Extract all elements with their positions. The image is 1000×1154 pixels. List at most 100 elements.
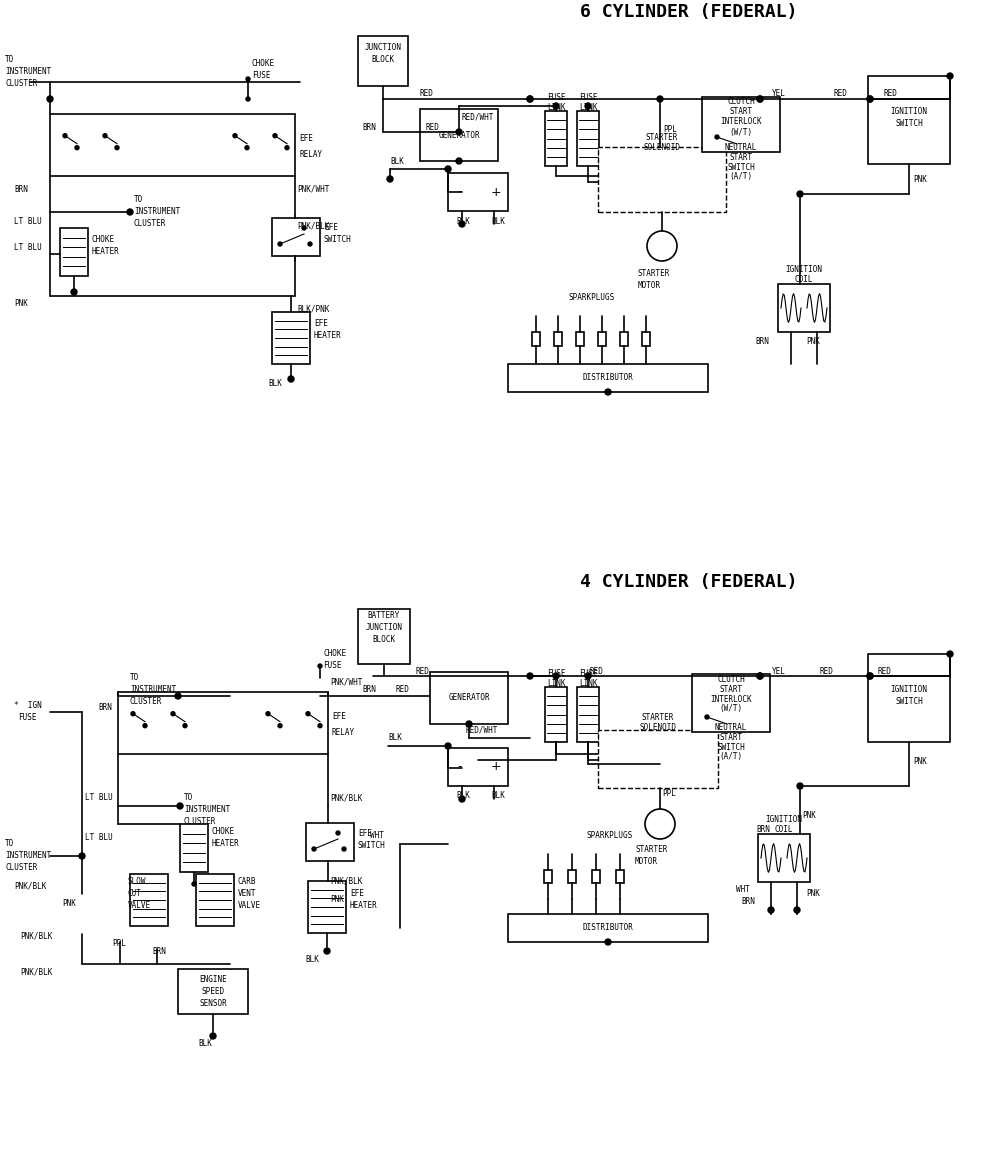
Bar bbox=[430, 672, 508, 724]
Text: IGNITION: IGNITION bbox=[766, 816, 802, 824]
Bar bbox=[868, 654, 950, 742]
Text: PNK: PNK bbox=[806, 337, 820, 346]
Circle shape bbox=[266, 712, 270, 715]
Text: BRN: BRN bbox=[756, 824, 770, 833]
Bar bbox=[577, 111, 599, 166]
Text: BRN: BRN bbox=[98, 704, 112, 712]
Text: +: + bbox=[491, 186, 501, 198]
Text: TO: TO bbox=[130, 674, 139, 682]
Text: JUNCTION: JUNCTION bbox=[366, 623, 402, 632]
Circle shape bbox=[715, 135, 719, 138]
Text: INTERLOCK: INTERLOCK bbox=[710, 695, 752, 704]
Text: EFE: EFE bbox=[324, 224, 338, 232]
Bar bbox=[577, 687, 599, 742]
Text: NEUTRAL: NEUTRAL bbox=[715, 722, 747, 732]
Circle shape bbox=[456, 158, 462, 164]
Text: NEUTRAL: NEUTRAL bbox=[725, 142, 757, 151]
Circle shape bbox=[527, 96, 533, 102]
Bar bbox=[50, 114, 295, 177]
Text: CHOKE: CHOKE bbox=[92, 234, 115, 243]
Text: RED: RED bbox=[425, 122, 439, 132]
Text: CHOKE: CHOKE bbox=[212, 827, 235, 837]
Text: SOLENOID: SOLENOID bbox=[644, 142, 680, 151]
Bar bbox=[778, 284, 830, 332]
Text: (A/T): (A/T) bbox=[729, 172, 753, 181]
Text: VALVE: VALVE bbox=[238, 901, 261, 911]
Circle shape bbox=[867, 96, 873, 102]
Text: LINK: LINK bbox=[579, 104, 597, 112]
Text: CUT: CUT bbox=[128, 890, 142, 899]
Bar bbox=[448, 173, 508, 211]
Text: (W/T): (W/T) bbox=[729, 127, 753, 136]
Circle shape bbox=[192, 882, 196, 886]
Text: HEATER: HEATER bbox=[92, 247, 120, 255]
Text: RELAY: RELAY bbox=[332, 728, 355, 736]
Circle shape bbox=[553, 103, 559, 108]
Circle shape bbox=[79, 853, 85, 859]
Text: FUSE: FUSE bbox=[18, 713, 36, 722]
Text: BLK: BLK bbox=[491, 217, 505, 225]
Circle shape bbox=[288, 376, 294, 382]
Circle shape bbox=[210, 1033, 216, 1039]
Text: SENSOR: SENSOR bbox=[199, 999, 227, 1009]
Circle shape bbox=[605, 939, 611, 945]
Text: BLK/PNK: BLK/PNK bbox=[297, 305, 329, 314]
Text: CLUTCH: CLUTCH bbox=[717, 674, 745, 683]
Text: BLK: BLK bbox=[491, 792, 505, 801]
Text: BRN: BRN bbox=[362, 122, 376, 132]
Bar bbox=[544, 870, 552, 883]
Bar bbox=[642, 332, 650, 346]
Text: TO: TO bbox=[134, 195, 143, 204]
Text: EFE: EFE bbox=[299, 134, 313, 143]
Bar bbox=[598, 730, 718, 788]
Text: BLOCK: BLOCK bbox=[371, 55, 395, 65]
Text: INSTRUMENT: INSTRUMENT bbox=[5, 67, 51, 75]
Text: INSTRUMENT: INSTRUMENT bbox=[130, 685, 176, 695]
Text: YEL: YEL bbox=[772, 667, 786, 675]
Bar bbox=[692, 674, 770, 732]
Circle shape bbox=[318, 664, 322, 668]
Circle shape bbox=[585, 673, 591, 679]
Bar bbox=[620, 332, 628, 346]
Circle shape bbox=[947, 73, 953, 78]
Text: FUSE: FUSE bbox=[579, 93, 597, 103]
Circle shape bbox=[318, 724, 322, 728]
Text: *  IGN: * IGN bbox=[14, 702, 42, 711]
Text: CLUSTER: CLUSTER bbox=[134, 219, 166, 228]
Text: JUNCTION: JUNCTION bbox=[364, 44, 402, 52]
Text: STARTER: STARTER bbox=[638, 270, 670, 278]
Text: COIL: COIL bbox=[775, 825, 793, 834]
Text: LINK: LINK bbox=[547, 104, 565, 112]
Circle shape bbox=[757, 673, 763, 679]
Text: EFE: EFE bbox=[332, 712, 346, 721]
Text: STARTER: STARTER bbox=[635, 845, 667, 854]
Circle shape bbox=[342, 847, 346, 850]
Text: LT BLU: LT BLU bbox=[85, 794, 113, 802]
Text: BLK: BLK bbox=[456, 792, 470, 801]
Circle shape bbox=[757, 96, 763, 102]
Text: LT BLU: LT BLU bbox=[14, 242, 42, 252]
Bar bbox=[758, 834, 810, 882]
Text: SWITCH: SWITCH bbox=[717, 742, 745, 751]
Circle shape bbox=[867, 673, 873, 679]
Text: GENERATOR: GENERATOR bbox=[448, 694, 490, 703]
Bar bbox=[358, 609, 410, 664]
Text: CLUSTER: CLUSTER bbox=[5, 863, 37, 872]
Text: SOLENOID: SOLENOID bbox=[640, 724, 676, 733]
Text: (A/T): (A/T) bbox=[719, 752, 743, 762]
Text: START: START bbox=[729, 152, 753, 162]
Text: BLOCK: BLOCK bbox=[372, 636, 396, 644]
Bar bbox=[118, 692, 328, 754]
Text: FUSE: FUSE bbox=[252, 72, 270, 81]
Text: LINK: LINK bbox=[547, 680, 565, 689]
Text: PNK/BLK: PNK/BLK bbox=[14, 882, 46, 891]
Text: PNK/BLK: PNK/BLK bbox=[330, 877, 362, 885]
Text: EFE: EFE bbox=[350, 889, 364, 898]
Text: -: - bbox=[458, 760, 462, 773]
Bar bbox=[508, 364, 708, 392]
Text: SPARKPLUGS: SPARKPLUGS bbox=[569, 292, 615, 301]
Text: M: M bbox=[656, 241, 668, 252]
Bar bbox=[306, 823, 354, 861]
Circle shape bbox=[143, 724, 147, 728]
Text: DISTRIBUTOR: DISTRIBUTOR bbox=[583, 923, 633, 932]
